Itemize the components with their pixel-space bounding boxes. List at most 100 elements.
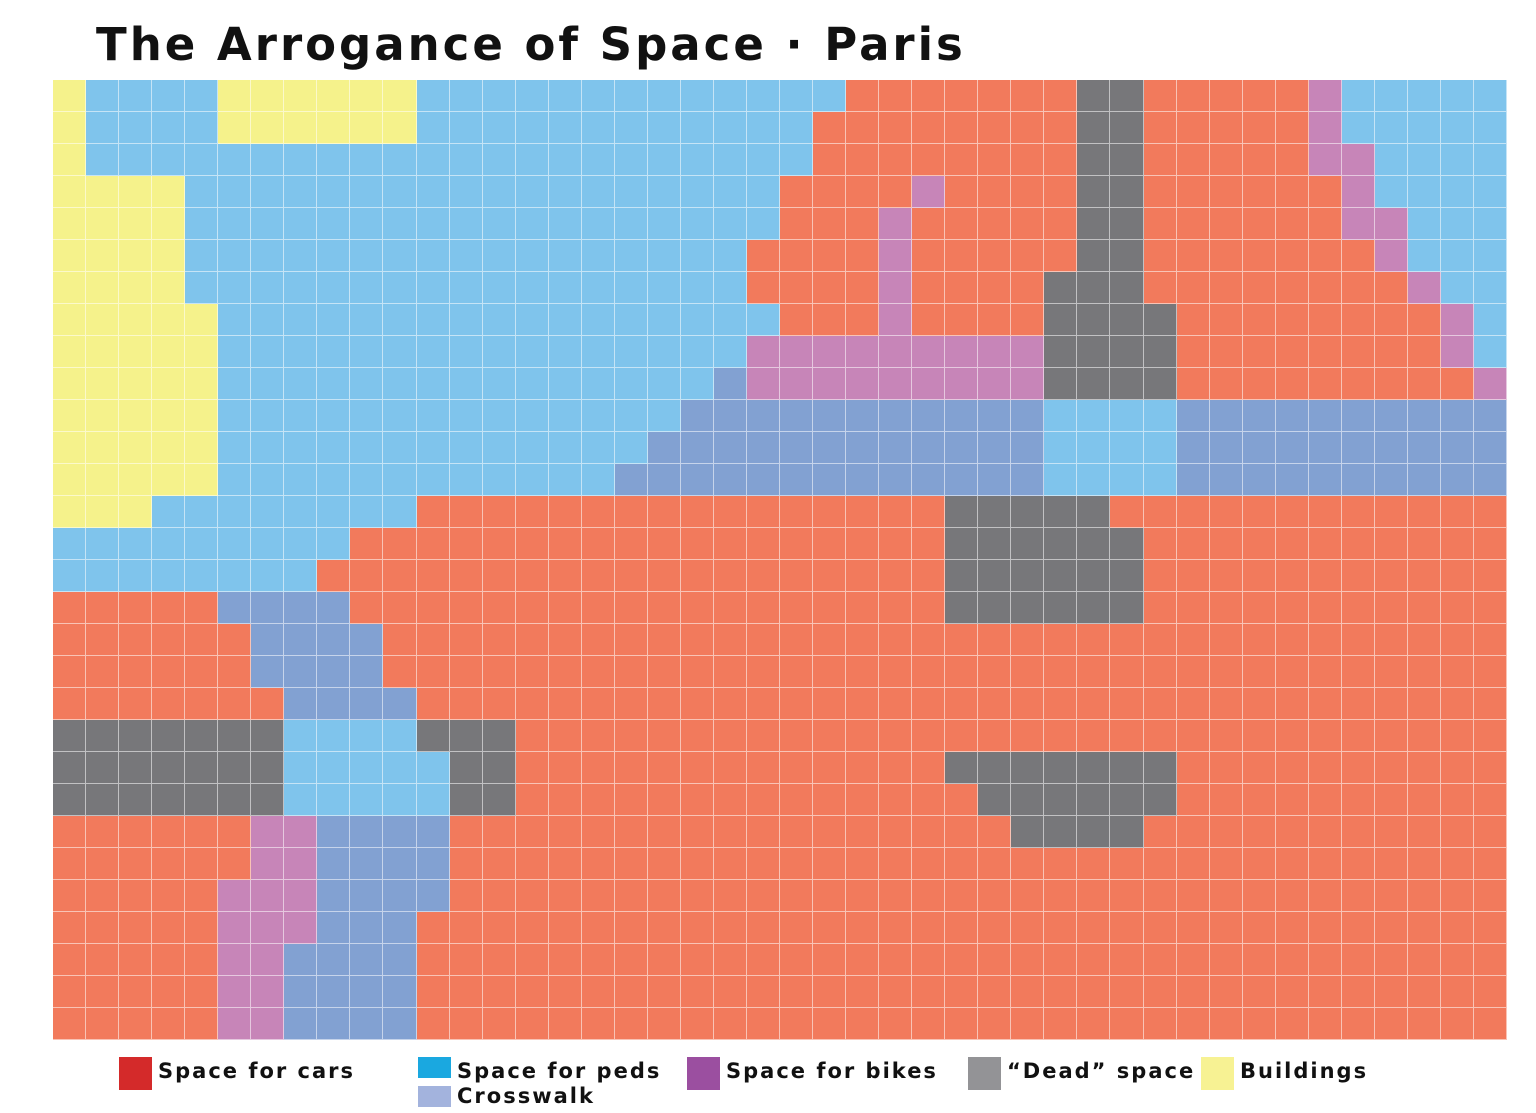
cell-peds — [746, 144, 780, 176]
cell-cars — [680, 912, 714, 944]
cell-cars — [1209, 496, 1243, 528]
cell-peds — [284, 304, 318, 336]
cell-cars — [449, 592, 483, 624]
cell-cars — [945, 304, 979, 336]
cell-cars — [647, 912, 681, 944]
cell-peds — [1341, 112, 1375, 144]
cell-peds — [1473, 240, 1507, 272]
cell-cars — [1176, 784, 1210, 816]
cell-buildings — [152, 240, 186, 272]
cell-cars — [350, 592, 384, 624]
cell-crosswalk — [383, 912, 417, 944]
cell-cars — [1275, 848, 1309, 880]
cell-crosswalk — [713, 432, 747, 464]
cell-bikes — [912, 176, 946, 208]
cell-dead — [416, 720, 450, 752]
cell-cars — [86, 624, 120, 656]
cell-cars — [1242, 80, 1276, 112]
cell-dead — [1143, 368, 1177, 400]
cell-dead — [1110, 784, 1144, 816]
cell-cars — [680, 720, 714, 752]
cell-cars — [1275, 112, 1309, 144]
cell-cars — [1143, 592, 1177, 624]
cell-cars — [1374, 496, 1408, 528]
cell-peds — [482, 368, 516, 400]
cell-cars — [548, 1008, 582, 1040]
cell-cars — [614, 880, 648, 912]
cell-cars — [1275, 560, 1309, 592]
cell-dead — [86, 784, 120, 816]
cell-peds — [1110, 464, 1144, 496]
cell-peds — [548, 80, 582, 112]
cell-peds — [581, 304, 615, 336]
cell-peds — [416, 464, 450, 496]
cell-cars — [1407, 848, 1441, 880]
cell-cars — [746, 912, 780, 944]
cell-cars — [1242, 208, 1276, 240]
cell-cars — [846, 1008, 880, 1040]
cell-buildings — [86, 272, 120, 304]
cell-crosswalk — [1440, 432, 1474, 464]
cell-peds — [317, 752, 351, 784]
cell-crosswalk — [350, 1008, 384, 1040]
cell-cars — [1374, 368, 1408, 400]
cell-cars — [119, 592, 153, 624]
cell-peds — [515, 144, 549, 176]
cell-cars — [449, 848, 483, 880]
cell-cars — [1143, 624, 1177, 656]
cell-cars — [846, 208, 880, 240]
cell-bikes — [218, 1008, 252, 1040]
cell-dead — [1110, 528, 1144, 560]
cell-cars — [912, 272, 946, 304]
cell-dead — [1110, 752, 1144, 784]
cell-peds — [1440, 80, 1474, 112]
cell-cars — [680, 528, 714, 560]
cell-cars — [449, 624, 483, 656]
legend-label-peds: Space for peds — [457, 1059, 662, 1083]
cell-buildings — [86, 240, 120, 272]
cell-dead — [1044, 304, 1078, 336]
cell-buildings — [53, 176, 87, 208]
cell-cars — [581, 496, 615, 528]
cell-bikes — [813, 368, 847, 400]
legend-label-crosswalk: Crosswalk — [457, 1084, 595, 1108]
cell-crosswalk — [317, 976, 351, 1008]
cell-cars — [1308, 944, 1342, 976]
cell-cars — [1440, 816, 1474, 848]
cell-peds — [350, 336, 384, 368]
cell-cars — [647, 560, 681, 592]
cell-cars — [548, 560, 582, 592]
cell-dead — [119, 752, 153, 784]
cell-crosswalk — [350, 912, 384, 944]
cell-cars — [1440, 976, 1474, 1008]
cell-crosswalk — [350, 976, 384, 1008]
cell-cars — [1308, 1008, 1342, 1040]
cell-cars — [482, 656, 516, 688]
cell-dead — [1077, 208, 1111, 240]
cell-cars — [780, 272, 814, 304]
cell-peds — [647, 240, 681, 272]
cell-buildings — [86, 432, 120, 464]
cell-peds — [746, 304, 780, 336]
cell-cars — [746, 784, 780, 816]
cell-buildings — [152, 304, 186, 336]
cell-dead — [1077, 80, 1111, 112]
cell-dead — [1110, 816, 1144, 848]
cell-crosswalk — [350, 656, 384, 688]
space-grid — [53, 80, 1507, 1040]
cell-cars — [879, 1008, 913, 1040]
cell-dead — [945, 496, 979, 528]
cell-cars — [1473, 560, 1507, 592]
cell-peds — [1473, 336, 1507, 368]
cell-cars — [945, 784, 979, 816]
cell-cars — [912, 496, 946, 528]
cell-cars — [647, 720, 681, 752]
cell-peds — [680, 304, 714, 336]
cell-cars — [1242, 944, 1276, 976]
cell-peds — [1374, 176, 1408, 208]
cell-cars — [515, 784, 549, 816]
cell-peds — [284, 432, 318, 464]
cell-cars — [945, 688, 979, 720]
cell-cars — [813, 208, 847, 240]
cell-cars — [548, 976, 582, 1008]
